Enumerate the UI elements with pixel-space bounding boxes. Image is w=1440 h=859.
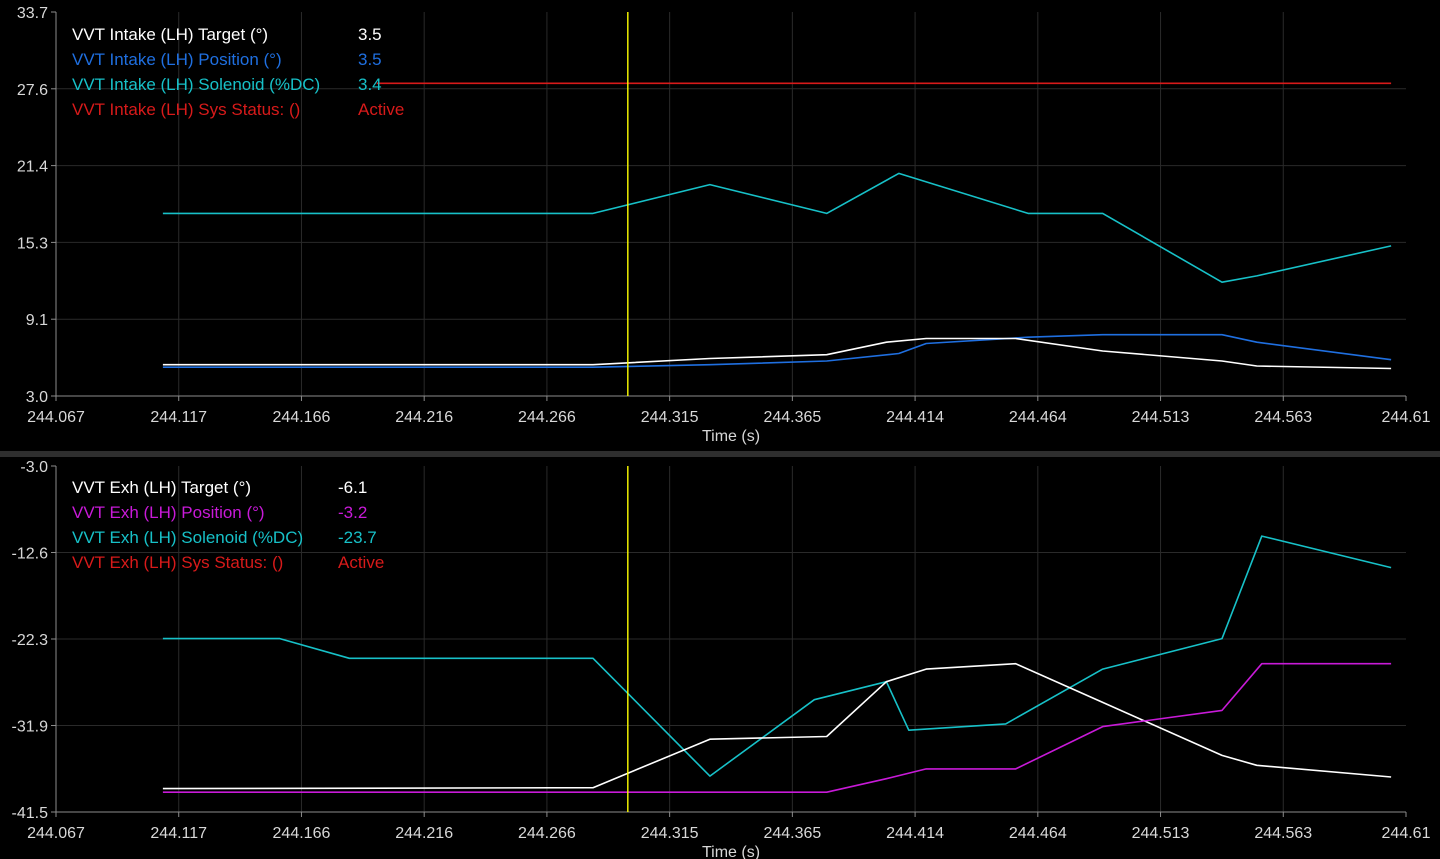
legend-item-name: VVT Exh (LH) Solenoid (%DC) (72, 528, 303, 547)
intake-y-tick-label: 21.4 (17, 159, 48, 176)
series-line-vvt-intake-lh-position (162, 333, 1392, 369)
intake-x-tick-label: 244.563 (1254, 409, 1312, 426)
legend-item-name: VVT Intake (LH) Solenoid (%DC) (72, 75, 320, 94)
legend-item-value: 3.5 (358, 50, 382, 69)
exhaust-legend: VVT Exh (LH) Target (°) -6.1 VVT Exh (LH) … (72, 478, 384, 572)
exhaust-x-tick-label: 244.266 (518, 825, 576, 842)
intake-x-tick-label: 244.266 (518, 409, 576, 426)
intake-x-tick-label: 244.365 (763, 409, 821, 426)
exhaust-y-tick-label: -12.6 (12, 546, 49, 563)
exhaust-y-tick-label: -3.0 (20, 459, 48, 476)
exhaust-series-layer (162, 535, 1392, 794)
exhaust-x-tick-label: 244.464 (1009, 825, 1067, 842)
intake-x-tick-label: 244.61 (1382, 409, 1431, 426)
legend-item-value: -3.2 (338, 503, 367, 522)
legend-item-name: VVT Intake (LH) Sys Status: () (72, 100, 300, 119)
intake-x-tick-label: 244.315 (641, 409, 699, 426)
intake-x-tick-label: 244.216 (395, 409, 453, 426)
exhaust-x-tick-label: 244.365 (763, 825, 821, 842)
exhaust-y-tick-label: -22.3 (12, 632, 49, 649)
legend-item-value: 3.5 (358, 25, 382, 44)
legend-item-name: VVT Exh (LH) Sys Status: () (72, 553, 283, 572)
exhaust-x-tick-label: 244.117 (150, 825, 207, 842)
exhaust-x-tick-label: 244.414 (886, 825, 944, 842)
intake-grid (56, 12, 1406, 396)
legend-item-name: VVT Intake (LH) Position (°) (72, 50, 282, 69)
exhaust-x-tick-label: 244.513 (1132, 825, 1190, 842)
intake-x-tick-label: 244.414 (886, 409, 944, 426)
exhaust-x-tick-label: 244.067 (27, 825, 85, 842)
series-line-vvt-exh-lh-position (162, 662, 1392, 794)
legend-item-value: -23.7 (338, 528, 377, 547)
intake-x-tick-label: 244.067 (27, 409, 85, 426)
intake-x-tick-label: 244.464 (1009, 409, 1067, 426)
intake-y-tick-label: 33.7 (17, 5, 48, 22)
legend-item-name: VVT Exh (LH) Position (°) (72, 503, 265, 522)
series-line-vvt-intake-lh-solenoid-dc (162, 172, 1392, 284)
intake-x-axis-label: Time (s) (702, 428, 760, 445)
exhaust-y-tick-label: -41.5 (12, 805, 49, 822)
intake-y-tick-label: 9.1 (26, 312, 48, 329)
intake-series-layer (162, 82, 1392, 370)
legend-item-value: Active (358, 100, 404, 119)
intake-x-tick-label: 244.166 (273, 409, 331, 426)
intake-x-tick-label: 244.117 (150, 409, 207, 426)
exhaust-x-axis-label: Time (s) (702, 844, 760, 859)
intake-vvt-chart-panel[interactable]: 244.067 244.117 244.166 244.216 244.266 244.3… (17, 5, 1431, 445)
exhaust-x-tick-label: 244.61 (1382, 825, 1431, 842)
exhaust-x-tick-label: 244.216 (395, 825, 453, 842)
exhaust-axes: 244.067 244.117 244.166 244.216 244.266 244.3… (12, 459, 1431, 842)
intake-axes: 244.067 244.117 244.166 244.216 244.266 244.3… (17, 5, 1431, 426)
legend-item-name: VVT Intake (LH) Target (°) (72, 25, 268, 44)
exhaust-y-tick-label: -31.9 (12, 719, 49, 736)
intake-x-tick-label: 244.513 (1132, 409, 1190, 426)
series-line-vvt-exh-lh-target (162, 662, 1392, 790)
legend-item-value: Active (338, 553, 384, 572)
legend-item-value: 3.4 (358, 75, 382, 94)
panel-separator[interactable] (0, 451, 1440, 457)
exhaust-vvt-chart-panel[interactable]: 244.067 244.117 244.166 244.216 244.266 244.3… (12, 459, 1431, 859)
intake-y-tick-label: 15.3 (17, 235, 48, 252)
exhaust-x-tick-label: 244.315 (641, 825, 699, 842)
legend-item-value: -6.1 (338, 478, 367, 497)
exhaust-x-tick-label: 244.166 (273, 825, 331, 842)
series-line-vvt-intake-lh-target (162, 337, 1392, 370)
intake-legend: VVT Intake (LH) Target (°) 3.5 VVT Intake … (72, 25, 404, 119)
exhaust-x-tick-label: 244.563 (1254, 825, 1312, 842)
intake-y-tick-label: 27.6 (17, 82, 48, 99)
intake-y-tick-label: 3.0 (26, 389, 48, 406)
legend-item-name: VVT Exh (LH) Target (°) (72, 478, 251, 497)
